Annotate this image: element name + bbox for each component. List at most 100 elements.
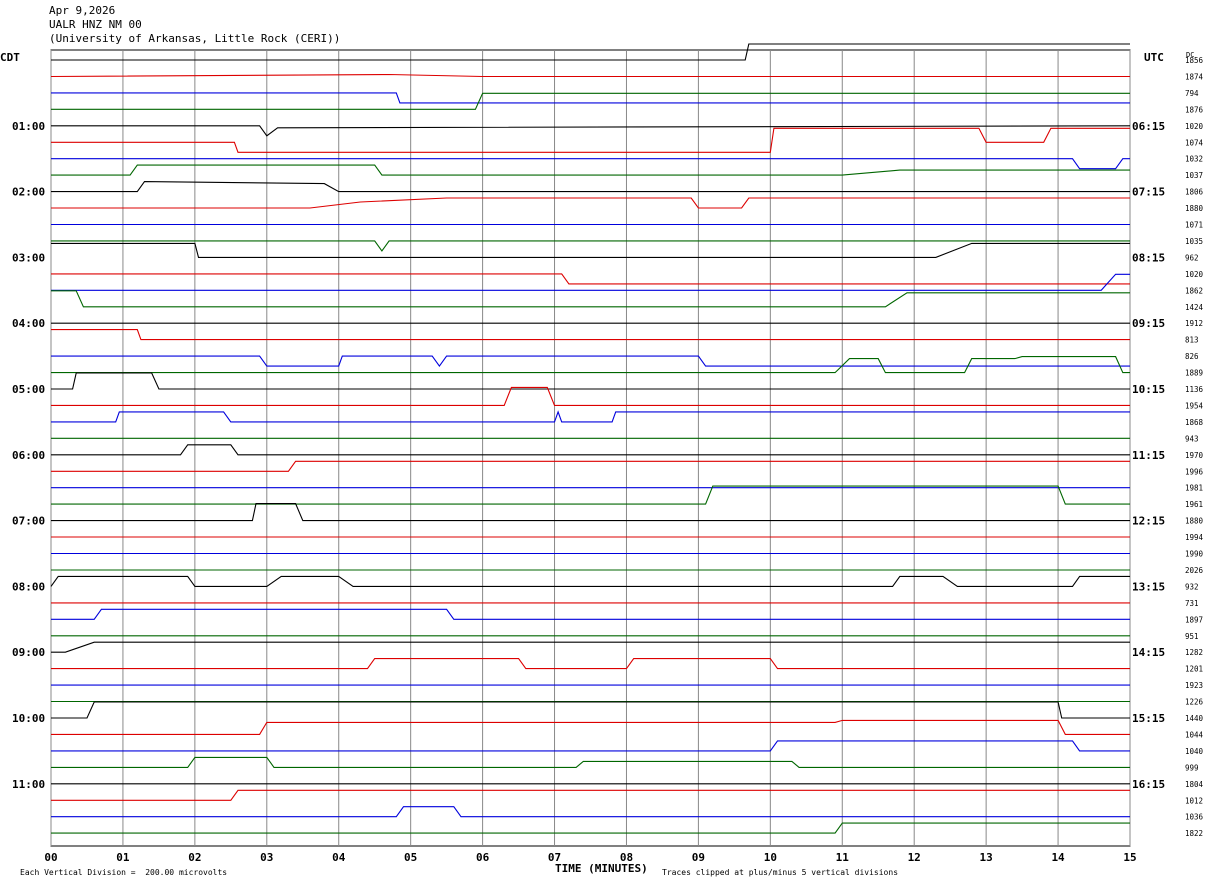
utc-time-label: 10:15	[1132, 383, 1165, 396]
trace-line	[51, 92, 1130, 110]
trace-line	[51, 740, 1130, 752]
utc-time-label: 09:15	[1132, 317, 1165, 330]
trace-line	[51, 444, 1130, 456]
x-axis-title: TIME (MINUTES)	[555, 862, 648, 875]
trace-line	[51, 822, 1130, 834]
dc-offset-label: 1954	[1185, 401, 1204, 410]
trace-line	[51, 372, 1130, 390]
trace-line	[51, 806, 1130, 818]
cdt-time-label: 07:00	[12, 515, 45, 528]
x-tick-label: 12	[908, 851, 921, 864]
header-institution: (University of Arkansas, Little Rock (CE…	[49, 32, 341, 45]
trace-line	[51, 356, 1130, 374]
dc-offset-label: 943	[1185, 434, 1199, 443]
dc-offset-label: 1806	[1185, 188, 1204, 197]
dc-offset-label: 1822	[1185, 829, 1203, 838]
x-tick-label: 14	[1051, 851, 1065, 864]
x-tick-label: 02	[188, 851, 201, 864]
trace-line	[51, 273, 1130, 285]
dc-offset-label: 1201	[1185, 665, 1203, 674]
utc-time-label: 12:15	[1132, 515, 1165, 528]
dc-offset-label: 999	[1185, 763, 1199, 772]
trace-line	[51, 410, 1130, 423]
trace-line	[51, 789, 1130, 801]
dc-title: DC	[1186, 51, 1194, 59]
utc-time-label: 08:15	[1132, 251, 1165, 264]
utc-time-label: 16:15	[1132, 778, 1165, 791]
dc-offset-label: 826	[1185, 352, 1199, 361]
cdt-time-label: 05:00	[12, 383, 45, 396]
trace-line	[51, 485, 1130, 505]
cdt-time-label: 04:00	[12, 317, 45, 330]
dc-offset-label: 1136	[1185, 385, 1204, 394]
trace-line	[51, 608, 1130, 620]
dc-offset-label: 1226	[1185, 698, 1204, 707]
utc-time-label: 15:15	[1132, 712, 1165, 725]
dc-offset-label: 1981	[1185, 484, 1203, 493]
dc-offset-label: 794	[1185, 89, 1199, 98]
footer-vertical-division: Each Vertical Division = 200.00 microvol…	[20, 868, 228, 877]
trace-line	[51, 240, 1130, 252]
dc-offset-label: 731	[1185, 599, 1199, 608]
dc-offset-label: 1044	[1185, 730, 1204, 739]
dc-offset-label: 1037	[1185, 171, 1203, 180]
x-tick-label: 05	[404, 851, 417, 864]
trace-line	[51, 658, 1130, 670]
dc-offset-label: 1897	[1185, 615, 1203, 624]
trace-line	[51, 701, 1130, 719]
right-axis-title: UTC	[1144, 51, 1164, 64]
cdt-time-label: 10:00	[12, 712, 45, 725]
footer-clip-note: Traces clipped at plus/minus 5 vertical …	[662, 868, 899, 877]
dc-offset-label: 1862	[1185, 286, 1203, 295]
dc-offset-label: 1856	[1185, 56, 1204, 65]
left-axis-title: CDT	[0, 51, 20, 64]
trace-line	[51, 460, 1130, 472]
cdt-time-label: 01:00	[12, 120, 45, 133]
x-tick-label: 03	[260, 851, 273, 864]
trace-line	[51, 158, 1130, 170]
dc-offset-label: 1440	[1185, 714, 1204, 723]
dc-offset-label: 1880	[1185, 517, 1204, 526]
trace-line	[50, 73, 1130, 78]
trace-line	[51, 329, 1130, 341]
cdt-time-label: 09:00	[12, 646, 45, 659]
x-tick-label: 00	[44, 851, 57, 864]
cdt-time-label: 06:00	[12, 449, 45, 462]
header-date: Apr 9,2026	[49, 4, 116, 17]
dc-offset-label: 1040	[1185, 747, 1204, 756]
trace-line	[51, 125, 1131, 137]
dc-offset-label: 1424	[1185, 303, 1204, 312]
cdt-time-label: 11:00	[12, 778, 45, 791]
utc-time-label: 13:15	[1132, 580, 1165, 593]
trace-line	[51, 181, 1130, 193]
dc-offset-label: 1874	[1185, 72, 1204, 81]
x-tick-label: 08	[620, 851, 633, 864]
dc-offset-label: 1020	[1185, 270, 1204, 279]
trace-line	[51, 273, 1130, 291]
dc-offset-label: 1923	[1185, 681, 1203, 690]
cdt-time-label: 08:00	[12, 580, 45, 593]
trace-line	[51, 503, 1130, 522]
dc-offset-label: 1032	[1185, 155, 1203, 164]
dc-offset-label: 1990	[1185, 550, 1204, 559]
dc-offset-label: 1970	[1185, 451, 1204, 460]
utc-time-label: 11:15	[1132, 449, 1165, 462]
dc-offset-label: 1071	[1185, 221, 1203, 230]
utc-time-label: 07:15	[1132, 186, 1165, 199]
dc-offset-label: 813	[1185, 336, 1199, 345]
x-tick-label: 06	[476, 851, 490, 864]
x-tick-label: 04	[332, 851, 346, 864]
trace-line	[50, 575, 1130, 587]
x-tick-label: 07	[548, 851, 561, 864]
trace-line	[51, 197, 1130, 209]
trace-line	[51, 355, 1130, 368]
trace-line	[51, 242, 1130, 258]
dc-offset-label: 1282	[1185, 648, 1203, 657]
dc-offset-label: 1912	[1185, 319, 1203, 328]
trace-line	[51, 719, 1130, 735]
dc-offset-label: 932	[1185, 582, 1199, 591]
x-tick-label: 09	[692, 851, 705, 864]
x-tick-label: 01	[116, 851, 130, 864]
header-station: UALR HNZ NM 00	[49, 18, 142, 31]
